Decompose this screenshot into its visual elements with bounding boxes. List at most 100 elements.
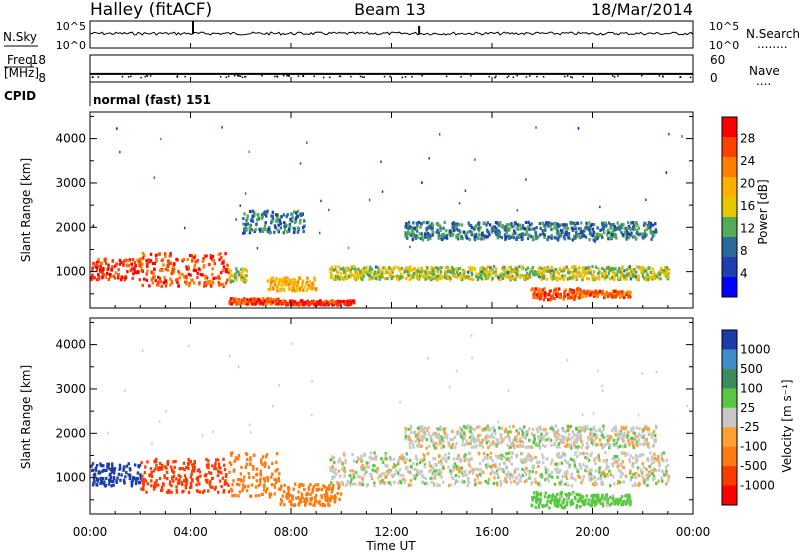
range-gate-cell	[117, 268, 120, 272]
range-gate-cell	[514, 231, 517, 235]
range-gate-cell	[530, 222, 533, 226]
range-gate-cell	[384, 475, 387, 479]
range-gate-cell	[523, 425, 526, 429]
nave-point	[91, 76, 94, 79]
range-gate-cell	[472, 468, 475, 472]
range-gate-cell	[241, 267, 244, 271]
range-gate-cell	[617, 457, 621, 462]
range-gate-cell	[490, 432, 494, 436]
range-gate-cell	[484, 435, 487, 439]
range-gate-cell	[260, 458, 263, 462]
range-gate-cell	[388, 266, 391, 270]
range-gate-cell	[292, 503, 295, 507]
range-gate-cell	[109, 476, 112, 480]
range-gate-cell	[302, 229, 305, 234]
range-gate-cell	[340, 481, 344, 485]
range-gate-cell	[156, 252, 160, 257]
range-gate-cell	[238, 273, 241, 277]
nave-point	[121, 75, 124, 78]
range-gate-cell	[175, 477, 178, 481]
range-gate-cell	[489, 472, 492, 476]
range-gate-cell	[223, 468, 227, 472]
range-gate-cell	[470, 268, 473, 272]
range-gate-cell	[624, 426, 627, 430]
range-gate-cell	[349, 272, 352, 276]
range-gate-cell	[562, 428, 565, 432]
range-gate-cell	[277, 282, 281, 286]
range-gate-cell	[515, 429, 518, 433]
range-gate-cell	[667, 478, 670, 482]
range-gate-cell	[644, 232, 647, 236]
range-gate-cell	[513, 224, 516, 228]
range-gate-cell	[535, 491, 539, 495]
range-gate-cell	[290, 286, 293, 290]
range-gate-cell	[261, 297, 265, 302]
range-gate-cell	[485, 437, 488, 441]
range-gate-cell	[590, 477, 593, 481]
range-gate-cell	[528, 227, 531, 232]
range-gate-cell	[349, 480, 352, 484]
range-gate-cell	[606, 274, 609, 278]
range-gate-cell	[468, 463, 471, 467]
range-gate-cell	[545, 438, 549, 442]
range-gate-cell	[405, 452, 408, 456]
range-gate-cell	[578, 425, 582, 429]
range-gate-cell	[287, 286, 290, 290]
range-gate-cell	[653, 452, 656, 456]
range-gate-cell	[275, 480, 278, 484]
range-gate-cell	[407, 469, 410, 474]
range-gate-cell	[473, 268, 477, 272]
nave-point	[329, 76, 331, 79]
range-gate-cell	[253, 213, 256, 218]
range-gate-cell	[493, 225, 497, 229]
range-gate-cell	[644, 442, 647, 446]
range-gate-cell	[619, 294, 622, 298]
range-gate-cell	[537, 266, 541, 270]
range-gate-cell	[638, 432, 641, 436]
range-gate-cell	[621, 502, 625, 507]
range-gate-cell	[561, 274, 564, 278]
range-gate-cell	[437, 460, 441, 465]
range-gate-cell	[641, 430, 644, 434]
range-gate-cell	[303, 497, 306, 502]
range-gate-cell	[550, 295, 553, 299]
range-gate-cell	[199, 273, 202, 277]
range-gate-cell	[633, 273, 636, 277]
range-gate-cell	[532, 441, 535, 445]
range-gate-cell	[91, 273, 94, 277]
range-gate-cell	[301, 226, 305, 230]
range-gate-cell	[531, 456, 534, 460]
range-gate-cell	[524, 220, 528, 225]
range-gate-cell	[111, 259, 114, 263]
range-gate-cell	[619, 463, 623, 467]
range-gate-cell	[618, 267, 621, 271]
range-gate-cell	[283, 276, 286, 280]
range-gate-cell	[242, 278, 245, 282]
range-gate-cell	[525, 433, 529, 437]
range-gate-cell	[604, 272, 607, 276]
range-gate-cell	[410, 430, 413, 435]
range-gate-cell	[632, 438, 636, 442]
range-gate-cell	[666, 474, 670, 478]
range-gate-cell	[602, 435, 605, 439]
range-gate-cell	[571, 430, 575, 434]
range-gate-cell	[351, 453, 354, 457]
range-gate-cell	[496, 233, 499, 237]
range-gate-cell	[107, 277, 110, 282]
range-gate-cell	[480, 267, 483, 271]
range-gate-cell	[279, 289, 282, 293]
range-gate-cell	[266, 479, 270, 483]
range-gate-cell	[538, 270, 541, 274]
range-gate-cell	[543, 235, 546, 239]
range-gate-cell	[497, 475, 500, 479]
y-tick-label: 1000	[55, 265, 86, 279]
range-gate-cell	[565, 226, 568, 230]
range-gate-cell	[646, 224, 650, 228]
range-gate-cell	[185, 478, 188, 482]
range-gate-cell	[124, 276, 128, 280]
range-gate-cell	[530, 235, 533, 239]
range-gate-cell	[500, 435, 503, 439]
range-gate-cell	[234, 456, 238, 460]
range-gate-cell	[630, 429, 633, 433]
range-gate-cell	[106, 267, 110, 271]
